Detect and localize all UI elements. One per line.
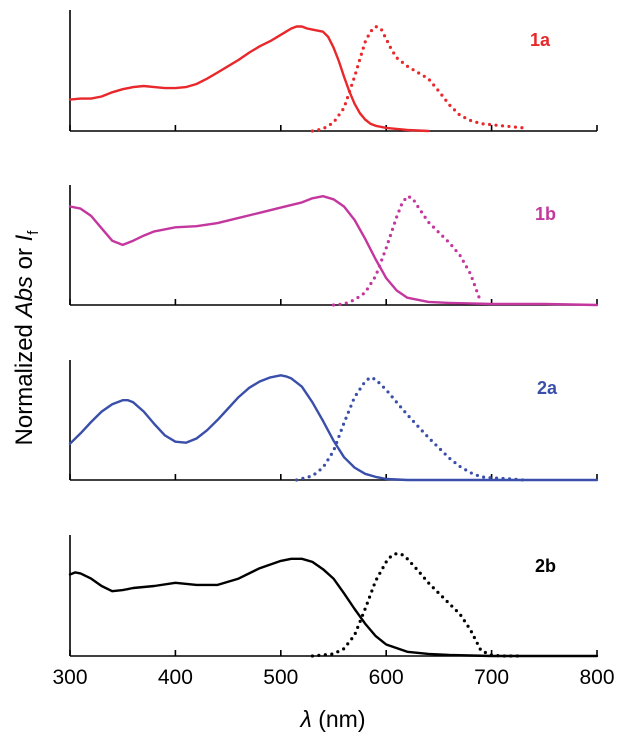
series-1a-emission <box>310 24 525 133</box>
x-tick-label: 600 <box>369 666 404 689</box>
x-tick-label: 700 <box>474 666 509 689</box>
panel-2b: 2b <box>68 535 599 658</box>
x-axis-tick-labels: 300 400 500 600 700 800 <box>52 666 614 689</box>
series-2a-emission <box>295 375 525 482</box>
series-1a-absorption <box>68 25 430 133</box>
y-axis-label: Normalized Abs or If <box>11 230 42 446</box>
x-axis-label: λ (nm) <box>299 706 366 732</box>
series-2b-emission <box>310 551 525 658</box>
panel-1a: 1a <box>68 10 598 133</box>
panels-group: 1a 1b 2a 2b <box>68 10 599 658</box>
x-tick-label: 800 <box>579 666 614 689</box>
x-tick-label: 500 <box>263 666 298 689</box>
series-1b-absorption <box>68 195 599 307</box>
panel-2a: 2a <box>68 360 599 482</box>
panel-label-2b: 2b <box>535 556 556 576</box>
series-2b-absorption <box>68 557 599 658</box>
y-axis-label-i: I <box>11 234 38 241</box>
x-tick-label: 300 <box>52 666 87 689</box>
panel-label-1b: 1b <box>535 204 556 224</box>
y-axis-label-subscript: f <box>25 230 42 235</box>
panel-1b: 1b <box>68 185 599 307</box>
y-axis-label-abs: Abs <box>11 276 38 319</box>
x-tick-label: 400 <box>158 666 193 689</box>
series-1b-emission <box>331 194 483 307</box>
x-axis-label-unit: (nm) <box>312 706 366 732</box>
y-axis-label-or: or <box>11 241 38 276</box>
series-2a-absorption <box>68 374 599 482</box>
panel-label-1a: 1a <box>530 30 551 50</box>
panel-label-2a: 2a <box>537 378 558 398</box>
y-axis-label-prefix: Normalized <box>11 317 38 445</box>
x-axis-label-symbol: λ <box>299 706 312 732</box>
